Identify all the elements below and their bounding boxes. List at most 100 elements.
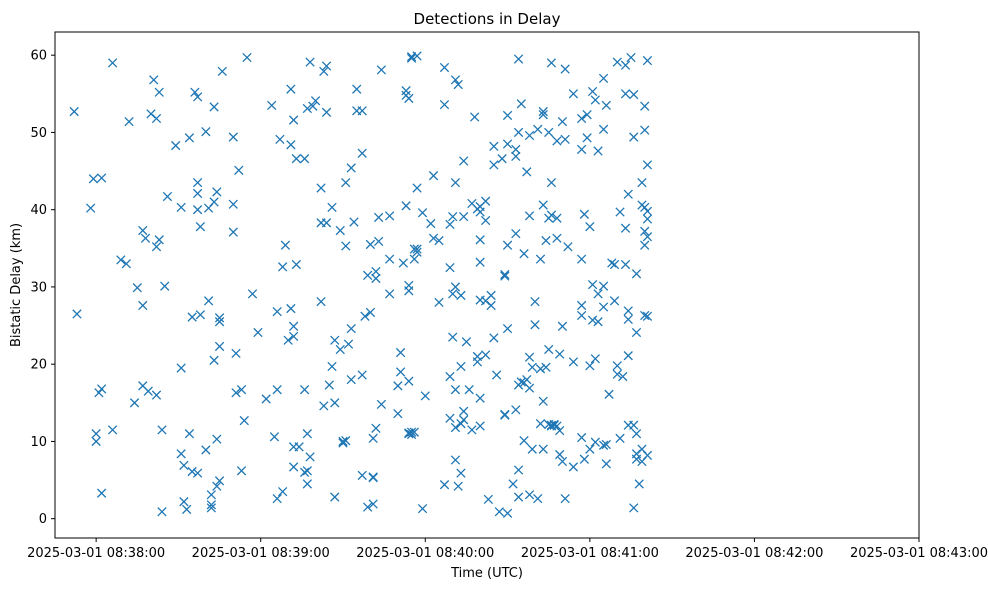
data-point <box>321 107 332 118</box>
data-point <box>275 134 285 145</box>
data-point <box>116 255 126 265</box>
data-point <box>576 432 587 443</box>
data-point <box>445 371 455 382</box>
data-point <box>541 362 551 372</box>
y-tick-label: 20 <box>30 358 47 373</box>
data-point <box>187 466 197 477</box>
data-point <box>560 493 570 504</box>
data-point <box>535 419 546 429</box>
data-point <box>563 242 573 252</box>
data-point <box>538 110 548 120</box>
data-point <box>587 86 598 97</box>
data-point <box>527 362 537 372</box>
data-point <box>557 321 568 331</box>
data-point <box>615 207 625 217</box>
data-point <box>450 422 461 433</box>
data-point <box>623 314 633 325</box>
data-point <box>598 302 609 312</box>
data-point <box>371 273 381 284</box>
data-point <box>453 481 463 491</box>
data-point <box>533 493 543 504</box>
data-point <box>192 92 203 102</box>
data-point <box>640 240 650 250</box>
data-point <box>302 466 313 476</box>
data-point <box>426 218 436 229</box>
data-point <box>417 208 428 218</box>
data-point <box>511 144 521 155</box>
data-point <box>508 479 518 489</box>
data-point <box>546 177 557 188</box>
data-point <box>609 296 620 306</box>
data-point <box>406 53 417 63</box>
data-point <box>209 355 219 365</box>
data-point <box>214 313 225 323</box>
data-point <box>483 494 494 505</box>
data-point <box>524 383 535 393</box>
data-point <box>363 270 373 281</box>
data-point <box>341 241 351 251</box>
data-point <box>368 499 378 509</box>
data-point <box>489 160 499 170</box>
data-point <box>335 225 345 236</box>
y-tick-label: 30 <box>30 280 47 295</box>
data-point <box>96 488 107 498</box>
data-point <box>448 289 458 299</box>
data-point <box>631 327 642 338</box>
data-point <box>450 385 461 395</box>
data-point <box>302 429 313 439</box>
data-point <box>209 197 219 207</box>
data-point <box>228 132 238 142</box>
data-point <box>91 429 101 439</box>
data-point <box>327 361 337 372</box>
data-point <box>552 213 562 223</box>
data-point <box>201 445 211 455</box>
x-tick-label: 2025-03-01 08:43:00 <box>850 546 988 561</box>
data-point <box>642 214 653 224</box>
data-point <box>618 371 628 382</box>
x-axis-label: Time (UTC) <box>450 566 523 581</box>
data-point <box>560 134 570 145</box>
data-point <box>445 262 455 273</box>
y-axis-ticks: 0 10 20 30 40 50 60 <box>30 49 55 527</box>
data-point <box>494 507 505 517</box>
data-point <box>546 58 557 68</box>
data-point <box>642 160 653 170</box>
data-point <box>302 103 313 114</box>
data-point <box>428 233 439 243</box>
data-point <box>341 177 351 188</box>
data-point <box>162 191 173 202</box>
data-point <box>124 116 134 127</box>
data-point <box>357 370 367 380</box>
data-point <box>404 376 414 386</box>
data-point <box>272 385 282 395</box>
data-point <box>330 398 340 408</box>
data-point <box>341 436 351 446</box>
data-point <box>535 254 546 264</box>
data-point <box>576 310 587 321</box>
data-point <box>535 364 546 374</box>
data-point <box>277 486 288 497</box>
data-point <box>552 421 562 431</box>
data-point <box>343 339 354 349</box>
data-point <box>480 196 491 206</box>
data-point <box>121 259 131 269</box>
data-point <box>475 235 485 245</box>
data-point <box>631 269 642 279</box>
data-point <box>497 154 507 164</box>
data-point <box>579 209 590 219</box>
data-point <box>544 344 554 355</box>
data-point <box>544 127 554 138</box>
data-point <box>69 106 79 117</box>
data-point <box>640 101 650 111</box>
data-point <box>620 259 631 270</box>
data-point <box>453 79 463 90</box>
data-point <box>642 55 653 66</box>
data-point <box>154 87 164 97</box>
data-point <box>469 112 480 122</box>
data-point <box>516 377 526 387</box>
data-point <box>620 89 631 99</box>
data-point <box>601 459 611 469</box>
data-point <box>552 233 562 243</box>
data-point <box>277 262 288 272</box>
